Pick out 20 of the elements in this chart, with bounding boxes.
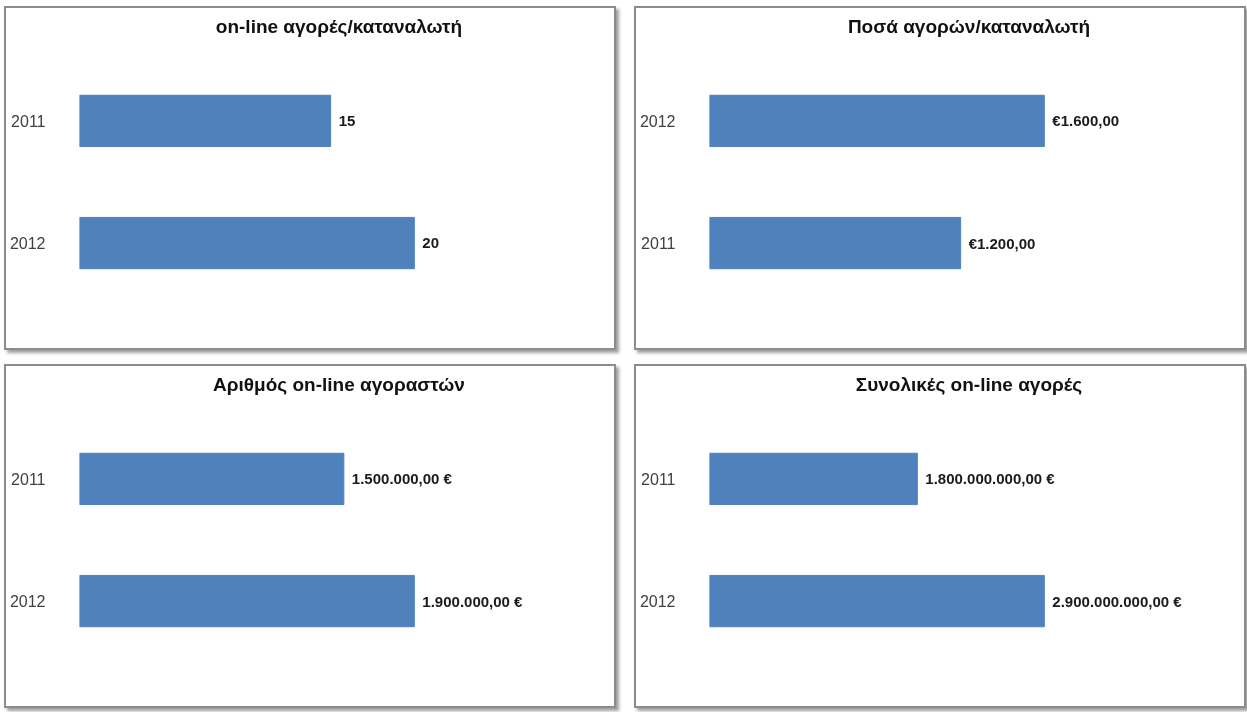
data-label: 15: [338, 111, 356, 129]
data-label: 20: [422, 234, 440, 252]
data-label: 1.900.000,00 €: [422, 592, 524, 610]
y-tick-label: 2012: [639, 593, 676, 611]
data-label: 1.500.000,00 €: [351, 470, 453, 488]
data-label: €1.600,00: [1052, 112, 1120, 130]
y-tick-label: 2012: [9, 593, 46, 611]
y-tick-label: 2011: [641, 470, 676, 488]
y-tick-label: 2011: [11, 470, 46, 488]
data-label: 2.900.000.000,00 €: [1052, 592, 1183, 610]
chart-title: on-line αγορές/καταναλωτή: [215, 15, 463, 37]
y-tick-label: 2012: [639, 112, 676, 130]
data-label: 1.800.000.000,00 €: [925, 470, 1056, 488]
y-tick-label: 2011: [641, 235, 676, 253]
chart-title: Ποσά αγορών/καταναλωτή: [847, 15, 1091, 37]
chart-title: Συνολικές on-line αγορές: [855, 373, 1083, 395]
chart-title: Αριθμός on-line αγοραστών: [213, 373, 465, 395]
data-label: €1.200,00: [968, 234, 1036, 252]
y-tick-label: 2012: [9, 235, 46, 253]
y-tick-label: 2011: [11, 112, 46, 130]
